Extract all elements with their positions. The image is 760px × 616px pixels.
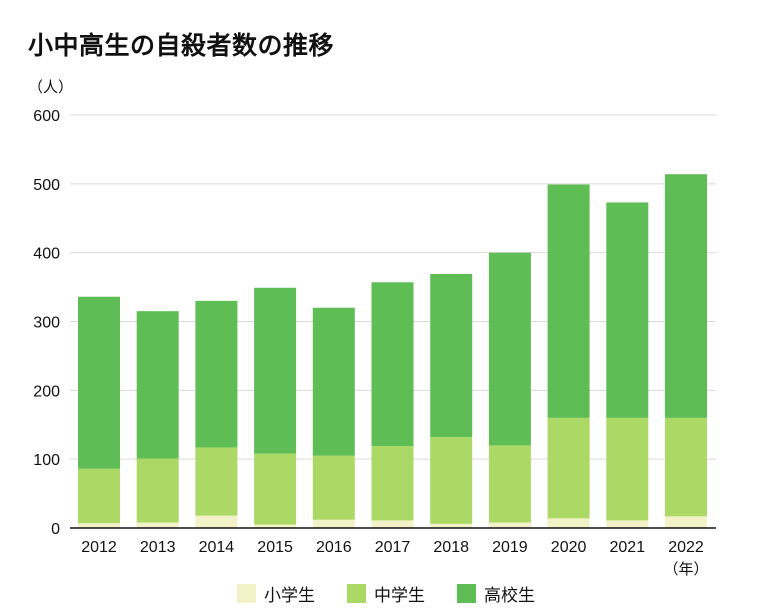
bar-2013-series-0 — [136, 522, 179, 528]
bar-2012-series-2 — [78, 296, 120, 469]
bar-2014-series-1 — [195, 447, 238, 516]
y-tick-label-200: 200 — [33, 383, 60, 400]
bar-2014-series-2 — [195, 300, 238, 448]
bar-2021-series-1 — [606, 417, 649, 521]
x-tick-label-2021: 2021 — [610, 539, 646, 556]
bar-2017-series-0 — [371, 520, 414, 528]
legend-label-1: 中学生 — [374, 586, 425, 606]
bar-2015-series-2 — [254, 287, 297, 454]
bar-2021-series-0 — [606, 520, 649, 528]
legend-label-2: 高校生 — [484, 586, 535, 606]
bar-2017-series-2 — [371, 282, 414, 447]
x-tick-label-2012: 2012 — [81, 539, 117, 556]
chart-title: 小中高生の自殺者数の推移 — [28, 31, 335, 60]
x-tick-label-2016: 2016 — [316, 539, 352, 556]
bar-2022-series-0 — [665, 516, 707, 528]
bar-2016-series-1 — [312, 455, 355, 520]
bar-2019-series-0 — [488, 522, 531, 528]
x-tick-label-2020: 2020 — [551, 539, 587, 556]
bar-2012-series-0 — [78, 523, 120, 528]
bar-2015-series-1 — [254, 453, 297, 525]
x-tick-label-2022: 2022 — [668, 539, 704, 556]
y-tick-label-600: 600 — [33, 108, 60, 125]
y-tick-label-500: 500 — [33, 177, 60, 194]
bar-2018-series-0 — [430, 523, 473, 528]
bar-2014-series-0 — [195, 515, 238, 528]
x-tick-label-2014: 2014 — [199, 539, 235, 556]
y-unit-label: （人） — [28, 78, 73, 96]
y-tick-label-400: 400 — [33, 246, 60, 263]
x-unit-label: （年） — [663, 560, 708, 578]
y-tick-label-300: 300 — [33, 315, 60, 332]
bar-2016-series-0 — [312, 519, 355, 528]
bar-2016-series-2 — [312, 307, 355, 456]
x-tick-label-2018: 2018 — [433, 539, 469, 556]
bar-2022-series-2 — [665, 174, 707, 418]
bar-2018-series-2 — [430, 274, 473, 438]
legend-label-0: 小学生 — [264, 586, 315, 606]
bar-2020-series-0 — [547, 518, 590, 528]
y-tick-label-100: 100 — [33, 452, 60, 469]
y-tick-label-0: 0 — [51, 521, 60, 538]
bar-2013-series-2 — [136, 311, 179, 459]
bar-2017-series-1 — [371, 446, 414, 521]
bar-2018-series-1 — [430, 437, 473, 524]
bar-2020-series-1 — [547, 417, 590, 519]
bar-2019-series-1 — [488, 445, 531, 523]
bar-2013-series-1 — [136, 458, 179, 523]
bar-2012-series-1 — [78, 468, 120, 524]
bar-2015-series-0 — [254, 524, 297, 528]
legend-swatch-1 — [347, 584, 366, 603]
bar-2022-series-1 — [665, 417, 707, 517]
x-tick-label-2019: 2019 — [492, 539, 528, 556]
x-tick-label-2017: 2017 — [375, 539, 411, 556]
bar-2020-series-2 — [547, 184, 590, 418]
bar-2021-series-2 — [606, 202, 649, 418]
x-tick-label-2015: 2015 — [257, 539, 293, 556]
legend-swatch-0 — [237, 584, 256, 603]
bar-2019-series-2 — [488, 252, 531, 446]
x-tick-label-2013: 2013 — [140, 539, 176, 556]
legend-swatch-2 — [457, 584, 476, 603]
